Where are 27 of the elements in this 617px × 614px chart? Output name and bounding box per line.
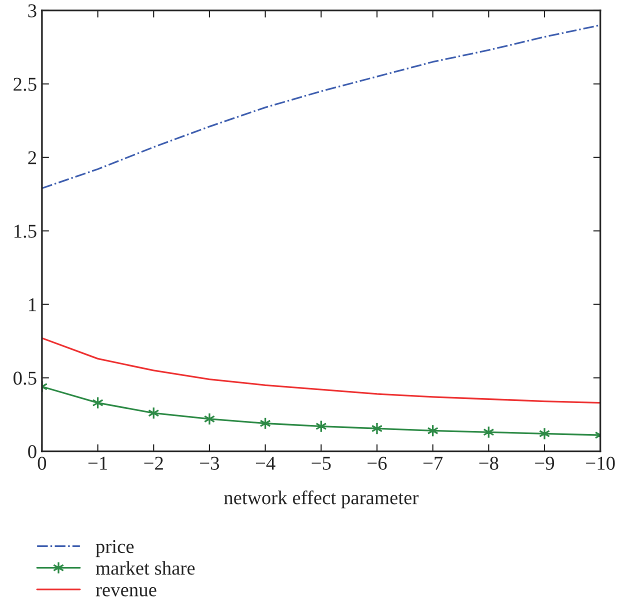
x-tick-label: −2	[144, 456, 163, 470]
legend-label: market share	[96, 561, 195, 575]
y-tick-label: 1.5	[14, 224, 36, 238]
y-tick-label: 0	[28, 445, 36, 458]
legend-label: revenue	[96, 587, 156, 596]
x-tick-label: 0	[38, 456, 46, 470]
x-tick-label: −9	[535, 456, 554, 470]
x-tick-label: −10	[586, 456, 615, 470]
y-tick-label: 0.5	[14, 372, 36, 385]
line-series	[42, 24, 600, 190]
x-tick-label: −6	[368, 456, 387, 470]
point	[204, 412, 216, 426]
x-axis-title: network effect parameter	[224, 490, 419, 508]
y-tick-label: 2.5	[14, 78, 36, 91]
y-tick-label: 3	[28, 4, 36, 18]
y-tick-label: 2	[28, 151, 36, 164]
legend-label: price	[96, 540, 134, 558]
y-tick-label: 1	[29, 298, 36, 312]
x-tick-label: −3	[200, 456, 220, 470]
x-tick-label: −8	[479, 456, 498, 470]
x-tick-label: −1	[88, 456, 107, 470]
point	[371, 422, 383, 435]
x-tick-label: −4	[256, 456, 276, 470]
x-tick-label: −5	[312, 456, 331, 470]
x-tick-label: −7	[423, 456, 443, 470]
point	[538, 427, 550, 440]
line-series	[42, 337, 600, 404]
